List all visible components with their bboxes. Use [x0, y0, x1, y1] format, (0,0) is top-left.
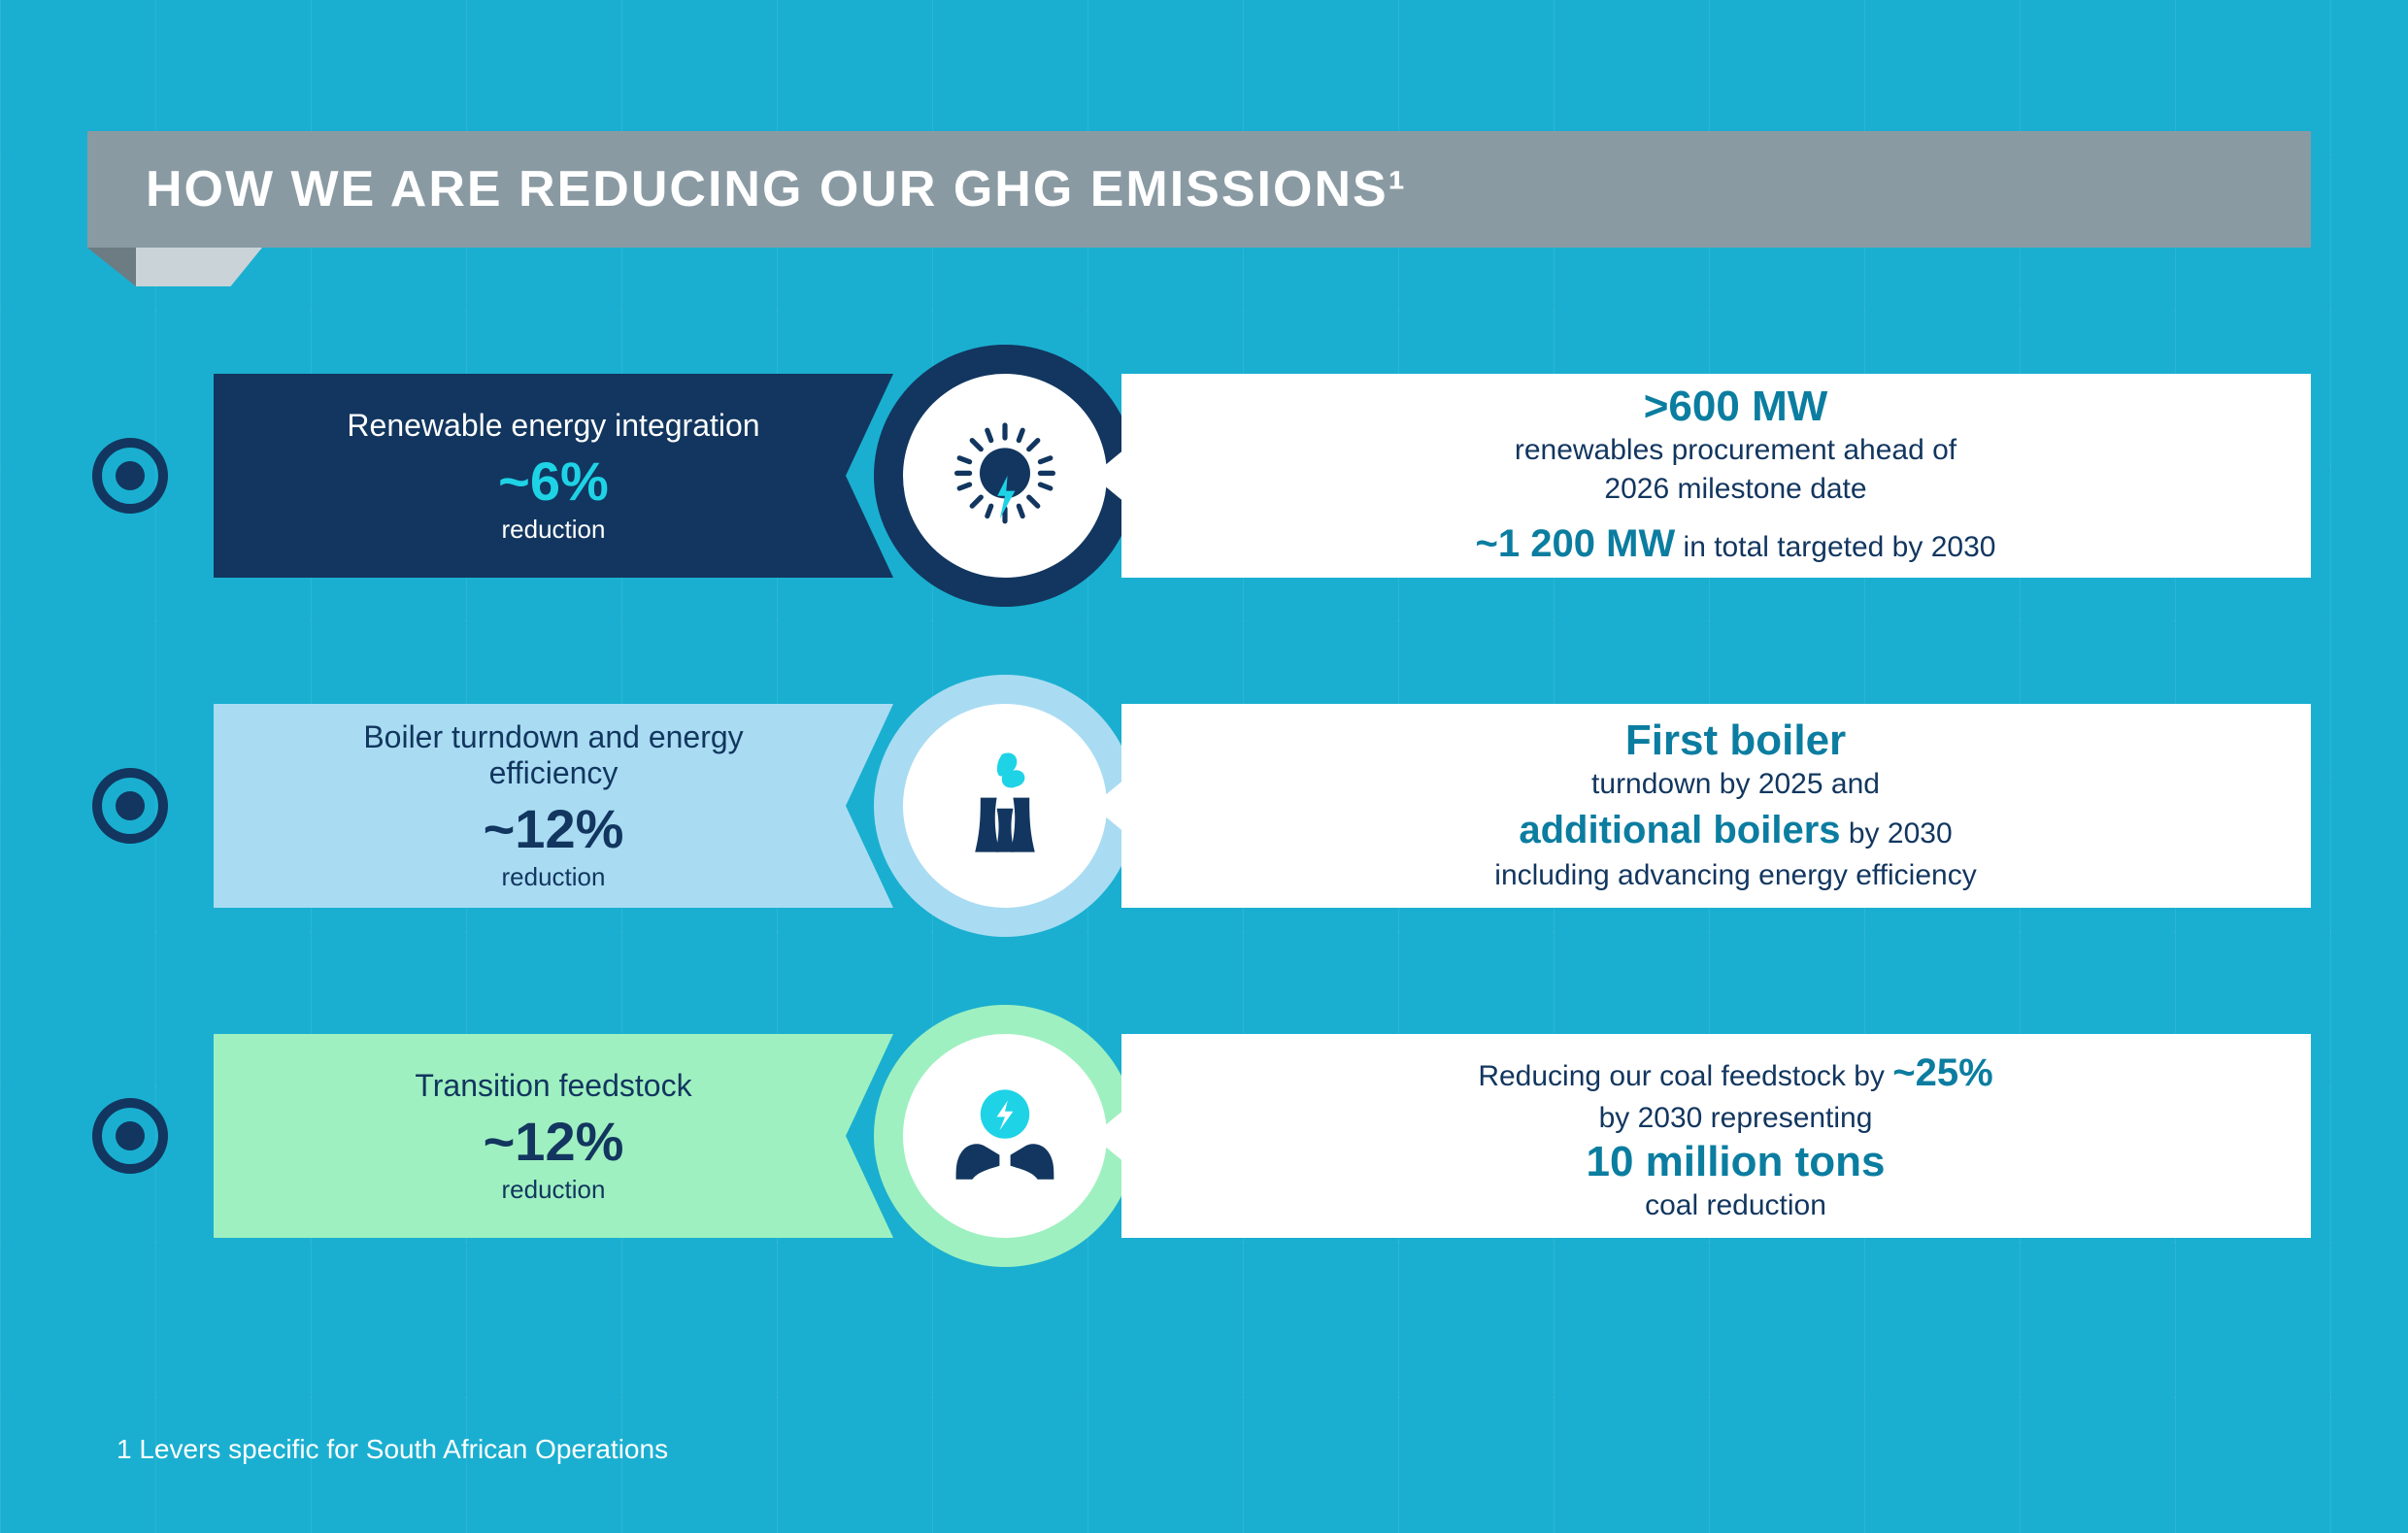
detail-line3: including advancing energy efficiency — [1494, 856, 1976, 896]
detail-pre: Reducing our coal feedstock by — [1478, 1060, 1892, 1092]
ribbon-pct: ~12% — [484, 1110, 624, 1173]
detail-big1: ~25% — [1892, 1051, 1992, 1094]
cooling-tower-icon — [937, 738, 1073, 874]
ribbon-reduction: reduction — [502, 515, 606, 545]
row-feedstock: Transition feedstock ~12% reduction Redu — [0, 1010, 2408, 1262]
detail-line0: Reducing our coal feedstock by ~25% — [1478, 1047, 1992, 1099]
detail-line2: ~1 200 MW in total targeted by 2030 — [1476, 517, 1996, 570]
detail-line1: turndown by 2025 and — [1591, 765, 1880, 805]
detail-tail2: in total targeted by 2030 — [1675, 531, 1995, 563]
detail-line2: additional boilers by 2030 — [1519, 804, 1952, 856]
detail-feedstock: Reducing our coal feedstock by ~25% by 2… — [1121, 1034, 2311, 1238]
ribbon-label: Boiler turndown and energy efficiency — [301, 719, 806, 791]
detail-big2: ~1 200 MW — [1476, 522, 1676, 565]
pointer-icon — [1092, 779, 1125, 833]
detail-line1b: 2026 milestone date — [1604, 470, 1866, 510]
row-renewable: Renewable energy integration ~6% reducti… — [0, 350, 2408, 602]
detail-big1: First boiler — [1625, 717, 1846, 765]
ribbon-label: Renewable energy integration — [347, 408, 759, 444]
page-title: HOW WE ARE REDUCING OUR GHG EMISSIONS¹ — [146, 160, 1407, 218]
bullet-icon — [92, 1098, 168, 1174]
ribbon-pct: ~12% — [484, 797, 624, 860]
ribbon-reduction: reduction — [502, 862, 606, 892]
bullet-icon — [92, 438, 168, 514]
title-notch-dark — [87, 248, 136, 286]
row-boiler: Boiler turndown and energy efficiency ~1… — [0, 680, 2408, 932]
footnote: 1 Levers specific for South African Oper… — [117, 1434, 668, 1465]
detail-big1: >600 MW — [1644, 383, 1828, 431]
ribbon-renewable: Renewable energy integration ~6% reducti… — [214, 374, 893, 578]
detail-line1: by 2030 representing — [1599, 1099, 1873, 1139]
ribbon-feedstock: Transition feedstock ~12% reduction — [214, 1034, 893, 1238]
ribbon-label: Transition feedstock — [415, 1068, 691, 1104]
detail-tail2: by 2030 — [1841, 817, 1953, 850]
rows-container: Renewable energy integration ~6% reducti… — [0, 350, 2408, 1340]
sun-bolt-icon — [942, 413, 1068, 539]
pointer-icon — [1092, 449, 1125, 503]
detail-boiler: First boiler turndown by 2025 and additi… — [1121, 704, 2311, 908]
detail-big2: additional boilers — [1519, 809, 1840, 851]
pointer-icon — [1092, 1109, 1125, 1163]
detail-line3: coal reduction — [1645, 1186, 1826, 1226]
detail-big2: 10 million tons — [1586, 1138, 1885, 1186]
ribbon-boiler: Boiler turndown and energy efficiency ~1… — [214, 704, 893, 908]
title-bar: HOW WE ARE REDUCING OUR GHG EMISSIONS¹ — [87, 131, 2311, 248]
bullet-icon — [92, 768, 168, 844]
ribbon-pct: ~6% — [498, 450, 609, 513]
detail-renewable: >600 MW renewables procurement ahead of … — [1121, 374, 2311, 578]
ribbon-reduction: reduction — [502, 1175, 606, 1205]
detail-line1: renewables procurement ahead of — [1515, 431, 1956, 471]
hands-energy-icon — [937, 1068, 1073, 1204]
